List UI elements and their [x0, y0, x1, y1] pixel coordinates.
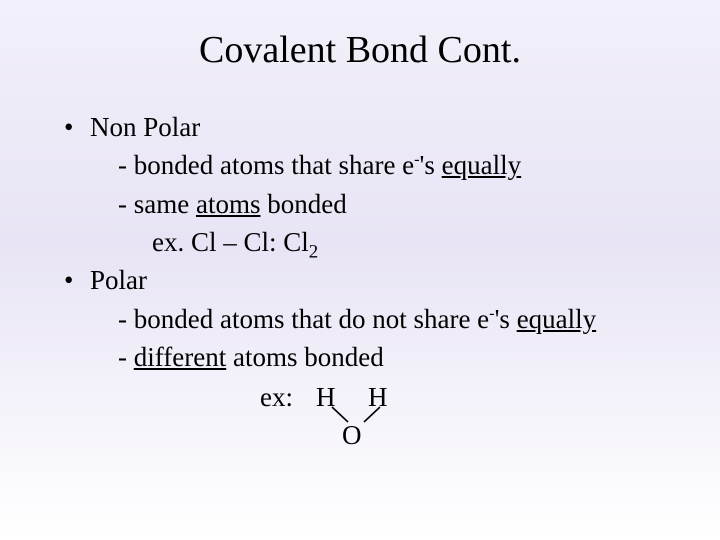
- slide: Covalent Bond Cont. Non Polar - bonded a…: [0, 0, 720, 540]
- nonpolar-example: ex. Cl – Cl: Cl2: [90, 223, 670, 261]
- text: - same: [118, 189, 196, 219]
- text: - bonded atoms that do not share e: [118, 304, 489, 334]
- nonpolar-line2: - same atoms bonded: [90, 185, 670, 223]
- subscript-2: 2: [309, 241, 318, 262]
- text: atoms bonded: [226, 342, 383, 372]
- water-molecule-diagram: ex: H H O: [260, 378, 670, 456]
- bullet-polar: Polar: [90, 261, 670, 299]
- underlined-word: equally: [517, 304, 596, 334]
- slide-content: Non Polar - bonded atoms that share e-'s…: [50, 108, 670, 456]
- slide-title: Covalent Bond Cont.: [50, 28, 670, 72]
- underlined-word: equally: [442, 150, 521, 180]
- nonpolar-line1: - bonded atoms that share e-'s equally: [90, 146, 670, 184]
- bond-lines: [310, 400, 400, 430]
- example-label: ex:: [260, 378, 293, 416]
- underlined-word: different: [134, 342, 226, 372]
- polar-heading: Polar: [90, 265, 147, 295]
- text: 's: [420, 150, 442, 180]
- polar-line1: - bonded atoms that do not share e-'s eq…: [90, 300, 670, 338]
- text: ex. Cl – Cl: Cl: [152, 227, 309, 257]
- text: -: [118, 342, 134, 372]
- text: bonded: [260, 189, 346, 219]
- underlined-word: atoms: [196, 189, 261, 219]
- polar-line2: - different atoms bonded: [90, 338, 670, 376]
- text: - bonded atoms that share e: [118, 150, 414, 180]
- text: 's: [495, 304, 517, 334]
- bullet-nonpolar: Non Polar: [90, 108, 670, 146]
- nonpolar-heading: Non Polar: [90, 112, 200, 142]
